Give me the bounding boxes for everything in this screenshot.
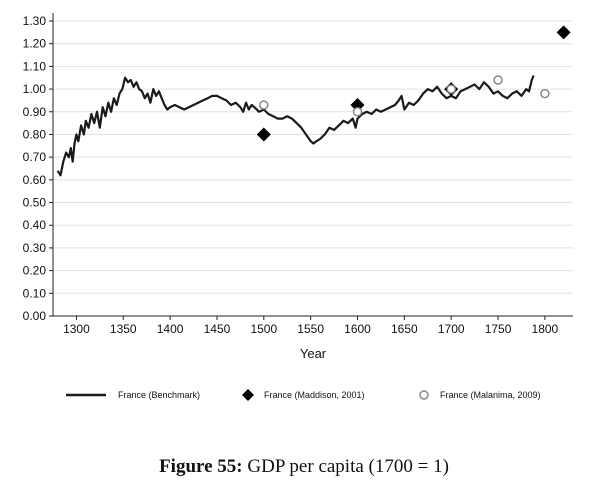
y-tick-label: 0.40 [23, 218, 47, 232]
x-tick-label: 1750 [485, 322, 512, 336]
y-tick-label: 1.30 [23, 14, 47, 28]
x-tick-label: 1600 [344, 322, 371, 336]
x-tick-label: 1300 [63, 322, 90, 336]
legend-label-benchmark: France (Benchmark) [118, 390, 200, 400]
y-tick-label: 0.00 [23, 309, 47, 323]
y-tick-label: 0.60 [23, 173, 47, 187]
x-tick-label: 1700 [438, 322, 465, 336]
malanima-point [259, 100, 269, 110]
figure-label: Figure 55: [159, 456, 243, 477]
x-tick-label: 1500 [250, 322, 277, 336]
x-tick-label: 1550 [297, 322, 324, 336]
y-axis-ticks: 0.00 0.10 0.20 0.30 0.40 0.50 0.60 0.70 0.80 0.90… [23, 14, 53, 323]
gridlines [53, 20, 573, 317]
y-tick-label: 0.70 [23, 150, 47, 164]
y-tick-label: 0.50 [23, 196, 47, 210]
legend-label-maddison: France (Maddison, 2001) [264, 390, 365, 400]
figure-caption: Figure 55: GDP per capita (1700 = 1) [0, 456, 608, 478]
series-layer [56, 25, 571, 177]
benchmark-series-line [56, 75, 535, 177]
x-tick-label: 1450 [204, 322, 231, 336]
maddison-point [350, 97, 365, 112]
malanima-point [540, 88, 550, 99]
y-tick-label: 1.00 [23, 82, 47, 96]
figure-caption-text: GDP per capita (1700 = 1) [247, 456, 449, 477]
malanima-point [352, 107, 363, 117]
y-tick-label: 1.20 [23, 37, 47, 51]
maddison-point [556, 25, 571, 40]
x-tick-label: 1400 [157, 322, 184, 336]
x-axis-title: Year [300, 346, 327, 361]
y-tick-label: 1.10 [23, 59, 47, 73]
x-tick-label: 1650 [391, 322, 418, 336]
legend: France (Benchmark) France (Maddison, 2001… [66, 389, 541, 401]
x-tick-label: 1800 [532, 322, 559, 336]
y-tick-label: 0.20 [23, 264, 47, 278]
maddison-point [256, 127, 271, 142]
y-tick-label: 0.10 [23, 286, 47, 300]
x-tick-label: 1350 [110, 322, 137, 336]
gdp-per-capita-chart: 0.00 0.10 0.20 0.30 0.40 0.50 0.60 0.70 0.80 0.90… [23, 13, 573, 401]
legend-diamond-swatch [242, 389, 254, 401]
y-tick-label: 0.90 [23, 105, 47, 119]
legend-circle-swatch [419, 390, 429, 400]
y-tick-label: 0.80 [23, 127, 47, 141]
malanima-point [446, 84, 456, 94]
y-tick-label: 0.30 [23, 241, 47, 255]
malanima-point [493, 75, 503, 85]
axes [52, 13, 573, 317]
legend-label-malanima: France (Malanima, 2009) [440, 390, 541, 400]
x-axis-ticks: 1300 1350 1400 1450 1500 1550 1600 1650 1700 1750… [63, 316, 559, 336]
